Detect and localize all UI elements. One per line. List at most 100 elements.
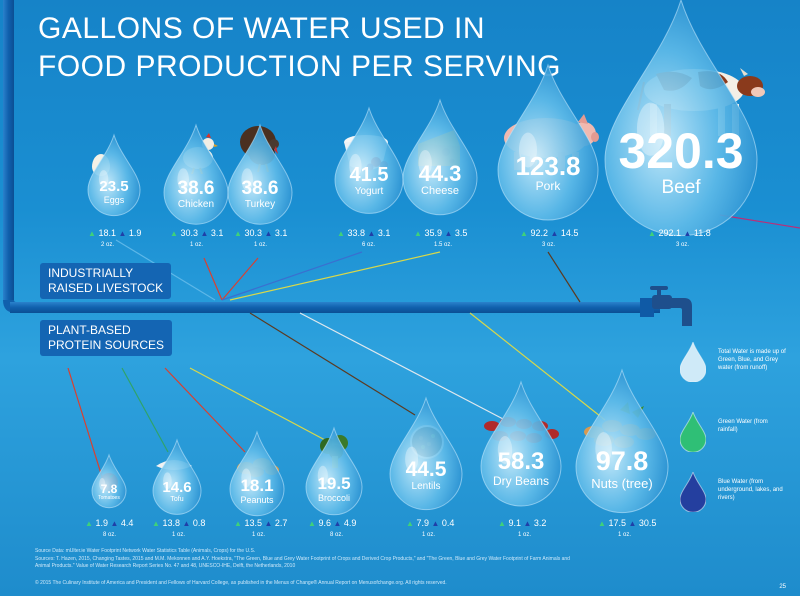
livestock-drop-beef: 320.3 Beef [604,0,758,237]
drop-value: 14.6 [162,479,192,497]
blue-drop-icon: ▲ [683,229,692,238]
water-breakdown: ▲ 17.5 ▲ 30.5 [598,518,656,528]
drop-value: 7.8 [100,481,118,496]
connector-line [719,214,800,229]
livestock-label-line-1: INDUSTRIALLY [48,266,134,280]
serving-size: 6 oz. [362,242,376,248]
green-water-value: 17.5 [608,518,626,528]
blue-water-value: 0.8 [192,518,206,528]
green-drop-icon: ▲ [152,519,160,528]
drop-label: Dry Beans [492,474,550,489]
green-drop-icon: ▲ [598,519,606,528]
blue-drop-icon: ▲ [628,519,637,528]
livestock-drop-chicken: 38.6 Chicken [163,123,229,225]
water-drop-icon [163,123,229,225]
page-number: 25 [779,584,786,590]
blue-drop-icon: ▲ [110,519,119,528]
connector-line [221,251,363,301]
drop-value: 38.6 [177,177,215,199]
water-drop-icon [389,396,463,511]
title-line-1: GALLONS OF WATER USED IN [38,12,486,45]
blue-water-value: 4.4 [120,518,134,528]
connector-line [249,312,416,416]
green-water-value: 9.1 [508,518,521,528]
page-title: GALLONS OF WATER USED IN FOOD PRODUCTION… [38,10,561,86]
drop-label: Turkey [244,198,276,210]
water-drop-icon [575,368,669,514]
green-water-value: 1.9 [95,518,108,528]
footer-sources-line: Sources: T. Hazen, 2015, Changing Tastes… [35,556,570,562]
plant-label-line-1: PLANT-BASED [48,323,131,337]
green-drop-icon: ▲ [88,229,96,238]
drop-value: 123.8 [515,150,581,181]
connector-line [67,367,104,481]
green-drop-icon: ▲ [234,519,242,528]
serving-size: 8 oz. [103,532,117,538]
water-drop-icon [334,106,404,214]
blue-water-value: 30.5 [638,518,657,528]
blue-drop-icon: ▲ [431,519,440,528]
drop-label: Eggs [103,194,125,205]
connector-line [203,257,223,301]
water-breakdown: ▲ 30.3 ▲ 3.1 [170,228,223,238]
blue-water-value: 3.2 [533,518,547,528]
plant-drop-lentils: 44.5 Lentils [389,396,463,511]
green-water-value: 292.1 [658,228,681,238]
connector-line [469,312,606,421]
plant-drop-tomatoes: 7.8 Tomatoes [91,453,127,509]
drop-value: 41.5 [349,164,389,187]
green-water-value: 30.3 [244,228,262,238]
green-water-value: 13.8 [162,518,180,528]
water-breakdown: ▲ 35.9 ▲ 3.5 [414,228,467,238]
drop-label: Pork [535,179,561,194]
drop-value: 58.3 [497,448,545,475]
drop-label: Lentils [411,480,441,492]
water-drop-icon [305,426,363,516]
green-drop-icon: ▲ [337,229,345,238]
water-drop-icon [227,123,293,225]
green-water-value: 92.2 [530,228,548,238]
water-drop-icon [91,453,127,509]
serving-size: 1 oz. [518,532,532,538]
blue-water-value: 0.4 [441,518,455,528]
legend-drop-icon [679,410,707,457]
drop-label: Nuts (tree) [591,476,653,492]
blue-water-value: 3.1 [274,228,288,238]
blue-water-value: 2.7 [274,518,288,528]
green-drop-icon: ▲ [648,229,656,238]
water-drop-icon [604,0,758,237]
drop-label: Tomatoes [98,494,120,501]
drop-label: Yogurt [354,186,384,198]
footer-sources-line-2: Animal Products." Value of Water Researc… [35,563,296,569]
green-water-value: 35.9 [424,228,442,238]
connector-line [121,367,169,453]
drop-value: 19.5 [317,474,351,494]
drop-label: Beef [661,177,701,199]
livestock-drop-cheese: 44.3 Cheese [402,98,478,216]
water-drop-icon [480,380,562,507]
drop-value: 44.5 [405,457,447,481]
serving-size: 1 oz. [422,532,436,538]
drop-value: 23.5 [99,178,129,196]
plant-category-label: PLANT-BASED PROTEIN SOURCES [40,320,173,356]
green-water-value: 30.3 [180,228,198,238]
green-water-value: 18.1 [98,228,116,238]
blue-drop-icon: ▲ [523,519,532,528]
blue-drop-icon: ▲ [444,229,453,238]
blue-drop-icon: ▲ [118,229,127,238]
green-water-value: 7.9 [416,518,429,528]
plant-drop-peanuts: 18.1 Peanuts [229,430,285,517]
water-drop-icon [152,438,202,515]
livestock-category-label: INDUSTRIALLY RAISED LIVESTOCK [40,263,172,299]
water-drop-icon [87,133,141,217]
water-breakdown: ▲ 292.1 ▲ 11.8 [648,228,711,238]
blue-water-value: 3.1 [210,228,224,238]
blue-water-value: 14.5 [560,228,579,238]
green-drop-icon: ▲ [85,519,93,528]
green-drop-icon: ▲ [308,519,316,528]
legend-drop-icon [679,470,707,517]
drop-label: Chicken [177,198,215,210]
connector-line [547,251,581,303]
blue-water-value: 3.5 [454,228,468,238]
